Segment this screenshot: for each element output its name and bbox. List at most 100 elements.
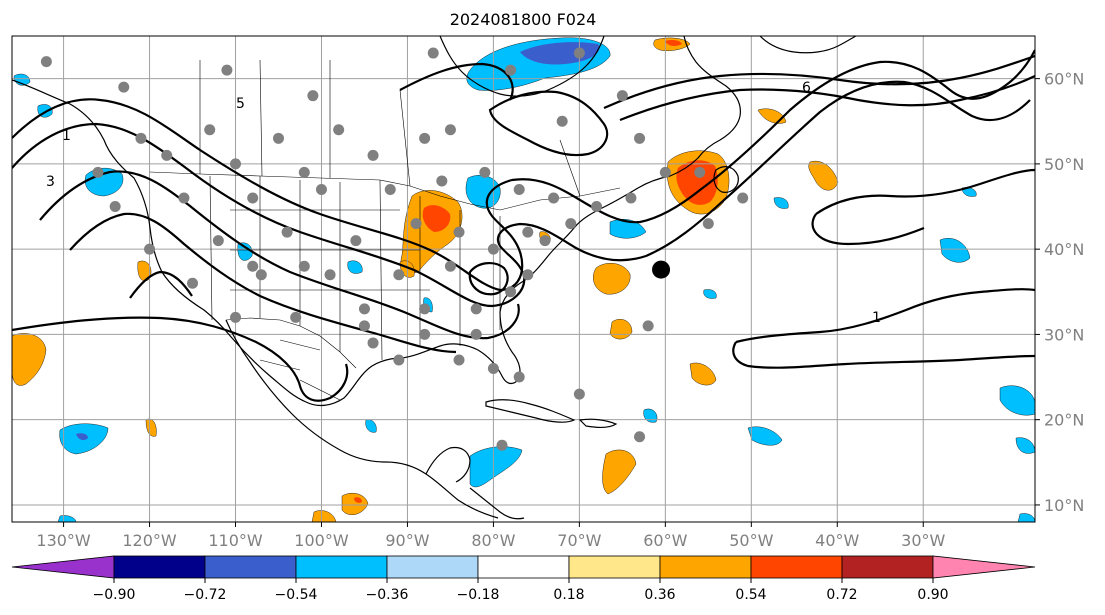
observation-marker: [591, 201, 603, 213]
positive-anomaly-region: [341, 493, 369, 515]
observation-marker: [453, 354, 465, 366]
observation-marker: [40, 56, 52, 68]
colorbar-segment: [659, 555, 752, 579]
colorbar-label: −0.90: [93, 587, 136, 603]
positive-anomaly-region: [602, 449, 637, 495]
graticule: [12, 36, 1035, 522]
observation-marker: [513, 371, 525, 383]
observation-markers: [40, 47, 749, 451]
observation-marker: [444, 260, 456, 272]
highlight-marker-group: [652, 260, 671, 279]
observation-marker: [324, 269, 336, 281]
latitude-labels: 60°N 50°N 40°N 30°N 20°N 10°N: [1044, 70, 1084, 515]
us-state-borders: [209, 175, 501, 361]
longitude-label: 100°W: [294, 531, 349, 550]
observation-marker: [367, 149, 379, 161]
longitude-labels: 130°W 120°W 110°W 100°W 90°W 80°W 70°W 60°W 50°W…: [36, 531, 945, 550]
colorbar-label: 0.72: [826, 587, 857, 603]
positive-anomaly-region: [593, 263, 631, 295]
observation-marker: [212, 235, 224, 247]
observation-marker: [522, 226, 534, 238]
observation-marker: [642, 320, 654, 332]
contour-label: 5: [236, 96, 245, 112]
map-area: [12, 36, 1035, 522]
observation-marker: [178, 192, 190, 204]
observation-marker: [565, 218, 577, 230]
contour-label: 1: [62, 128, 71, 144]
observation-marker: [221, 64, 233, 76]
observation-marker: [702, 218, 714, 230]
contour-line: [69, 212, 457, 354]
colorbar-segment: [204, 555, 297, 579]
map-title: 2024081800 F024: [450, 10, 597, 29]
contour-line: [12, 80, 1031, 308]
observation-marker: [539, 235, 551, 247]
colorbar-label: −0.18: [457, 587, 500, 603]
hispaniola-coastline: [578, 418, 618, 428]
colorbar-label: −0.54: [275, 587, 318, 603]
latitude-label: 20°N: [1044, 411, 1084, 430]
negative-anomaly-region: [747, 426, 783, 446]
negative-anomaly-region: [773, 197, 789, 209]
positive-anomaly-core: [676, 160, 718, 205]
positive-anomaly-region: [689, 362, 717, 386]
negative-anomaly-region: [703, 289, 717, 299]
observation-marker: [513, 183, 525, 195]
longitude-label: 70°W: [557, 531, 601, 550]
observation-marker: [298, 166, 310, 178]
observation-marker: [487, 363, 499, 375]
observation-marker: [444, 124, 456, 136]
latitude-label: 40°N: [1044, 240, 1084, 259]
colorbar-label: 0.18: [553, 587, 584, 603]
yucatan-coastline: [425, 446, 471, 483]
observation-marker: [427, 47, 439, 59]
observation-marker: [393, 354, 405, 366]
negative-anomaly-region: [939, 238, 971, 263]
canada-province-borders: [199, 59, 581, 197]
longitude-label: 130°W: [36, 531, 91, 550]
colorbar-segment: [386, 555, 479, 579]
contour-line: [811, 213, 925, 246]
longitude-label: 110°W: [208, 531, 263, 550]
colorbar-segment: [568, 555, 661, 579]
observation-marker: [230, 158, 242, 170]
observation-marker: [419, 132, 431, 144]
observation-marker: [290, 311, 302, 323]
observation-marker: [307, 90, 319, 102]
positive-anomaly-core: [422, 205, 451, 232]
colorbar-label: 0.90: [917, 587, 948, 603]
observation-marker: [573, 47, 585, 59]
observation-marker: [272, 132, 284, 144]
observation-marker: [144, 243, 156, 255]
observation-marker: [496, 439, 508, 451]
contour-line: [815, 168, 1035, 215]
observation-marker: [548, 192, 560, 204]
central-america-coastline: [469, 487, 525, 520]
negative-anomaly-region: [237, 242, 253, 261]
map-border: [11, 35, 1036, 523]
colorbar-extend-high: [932, 555, 1036, 579]
greenland-coastline: [759, 36, 857, 54]
observation-marker: [522, 269, 534, 281]
colorbar-segment: [841, 555, 934, 579]
observation-marker: [230, 311, 242, 323]
highlight-marker: [652, 260, 671, 279]
negative-anomaly-region: [57, 515, 77, 522]
negative-anomaly-region: [469, 446, 523, 488]
observation-marker: [573, 388, 585, 400]
colorbar-labels: −0.90 −0.72 −0.54 −0.36 −0.18 0.18 0.36 0.54 0.7…: [93, 578, 949, 603]
longitude-label: 120°W: [122, 531, 177, 550]
contour-labels: 1 3 5 6 1: [46, 80, 881, 326]
contour-line: [399, 62, 514, 101]
colorbar-segment: [477, 555, 570, 579]
negative-anomaly-region: [347, 260, 363, 274]
observation-marker: [350, 235, 362, 247]
observation-marker: [92, 166, 104, 178]
observation-marker: [436, 175, 448, 187]
observation-marker: [625, 192, 637, 204]
contour-line: [12, 49, 1035, 292]
observation-marker: [393, 269, 405, 281]
observation-marker: [247, 260, 259, 272]
latitude-label: 60°N: [1044, 70, 1084, 89]
observation-marker: [470, 303, 482, 315]
